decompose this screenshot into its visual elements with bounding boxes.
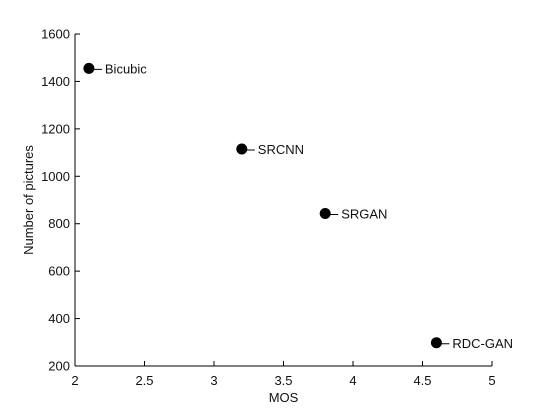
data-point-label: SRGAN [341, 207, 387, 222]
data-point [430, 337, 442, 349]
y-axis-ticks: 200 400 600 800 1000 1200 1400 1600 [41, 27, 80, 374]
x-tick-label: 2 [71, 373, 78, 388]
data-point [236, 143, 248, 155]
data-point-group: Bicubic [83, 61, 147, 76]
x-axis-title: MOS [269, 390, 299, 405]
data-point-group: RDC-GAN [430, 336, 513, 351]
y-tick-label: 1600 [41, 27, 70, 42]
data-point [319, 208, 331, 220]
y-axis-title: Number of pictures [21, 145, 36, 255]
y-tick-label: 200 [48, 359, 70, 374]
x-tick-label: 2.5 [135, 373, 153, 388]
y-tick-label: 600 [48, 264, 70, 279]
x-tick-label: 5 [488, 373, 495, 388]
x-tick-label: 3.5 [274, 373, 292, 388]
x-tick-label: 3 [210, 373, 217, 388]
data-point-group: SRGAN [319, 207, 387, 222]
data-points: Bicubic SRCNN SRGAN RDC-GAN [83, 61, 513, 351]
data-point-label: RDC-GAN [452, 336, 513, 351]
x-axis-ticks: 2 2.5 3 3.5 4 4.5 5 [71, 361, 496, 388]
y-tick-label: 1000 [41, 169, 70, 184]
data-point-label: Bicubic [105, 61, 147, 76]
y-tick-label: 1200 [41, 121, 70, 136]
x-tick-label: 4 [349, 373, 356, 388]
y-tick-label: 1400 [41, 74, 70, 89]
data-point-group: SRCNN [236, 142, 304, 157]
y-tick-label: 400 [48, 311, 70, 326]
y-tick-label: 800 [48, 216, 70, 231]
x-tick-label: 4.5 [413, 373, 431, 388]
data-point-label: SRCNN [258, 142, 304, 157]
data-point [83, 62, 95, 74]
